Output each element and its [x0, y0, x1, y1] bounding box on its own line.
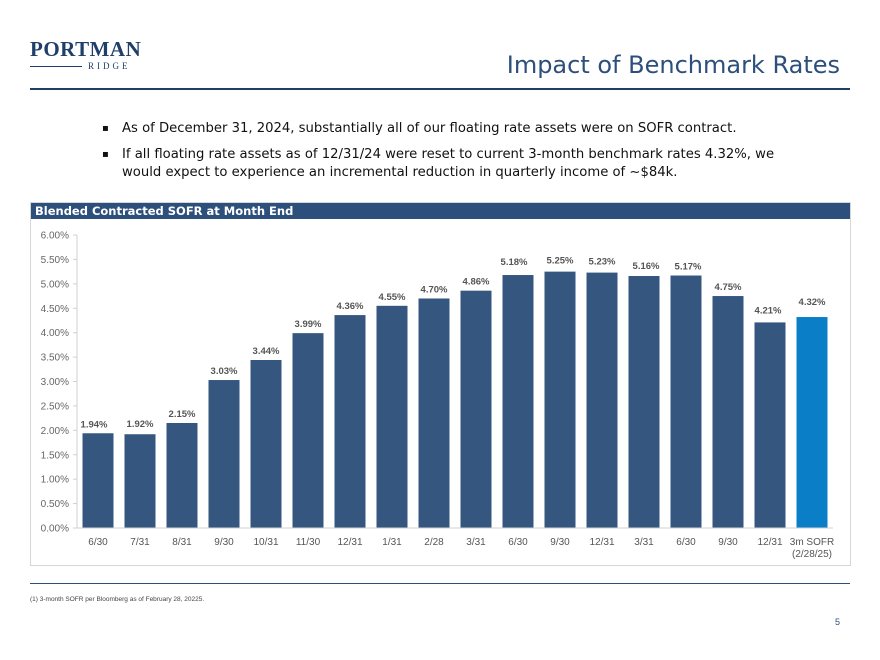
data-label: 4.21%: [755, 305, 782, 316]
chart-header: Blended Contracted SOFR at Month End: [31, 203, 850, 219]
data-label: 3.44%: [253, 346, 280, 357]
y-tick-label: 5.50%: [41, 255, 69, 266]
header-divider: [30, 88, 850, 90]
bar: [166, 423, 198, 528]
bar: [628, 276, 660, 528]
x-tick-label: 9/30: [214, 537, 234, 548]
bar: [82, 433, 114, 528]
data-label: 1.94%: [81, 419, 108, 430]
company-logo: PORTMAN RIDGE: [30, 37, 142, 71]
bar: [292, 333, 324, 528]
footnote: (1) 3-month SOFR per Bloomberg as of Feb…: [30, 596, 205, 603]
data-label: 5.17%: [675, 262, 702, 273]
bar: [460, 290, 492, 528]
x-tick-label: 8/31: [172, 537, 192, 548]
x-tick-label: 12/31: [337, 537, 362, 548]
y-tick-label: 2.00%: [41, 426, 69, 437]
logo-name: PORTMAN: [30, 37, 142, 61]
bar: [376, 305, 408, 528]
x-tick-label: 1/31: [382, 537, 402, 548]
bar-chart: 0.00% 0.50% 1.00% 1.50% 2.00% 2.50% 3.00% 3.50%…: [41, 231, 835, 561]
bar: [250, 360, 282, 528]
y-tick-label: 3.00%: [41, 377, 69, 388]
y-tick-label: 1.00%: [41, 475, 69, 486]
data-label: 3.99%: [295, 319, 322, 330]
bar: [754, 322, 786, 528]
logo-sub-text: RIDGE: [88, 61, 131, 71]
y-tick-label: 6.00%: [41, 231, 69, 242]
x-tick-label: 12/31: [757, 537, 782, 548]
logo-sub: RIDGE: [30, 61, 136, 71]
y-tick-label: 1.50%: [41, 450, 69, 461]
logo-rule: [30, 65, 82, 67]
x-tick-label: 12/31: [589, 537, 614, 548]
data-label: 4.32%: [799, 297, 826, 308]
x-tick-label: 6/30: [508, 537, 528, 548]
bar: [796, 317, 828, 528]
x-tick-label: 6/30: [88, 537, 108, 548]
data-label: 4.55%: [379, 292, 406, 303]
data-label: 4.70%: [421, 284, 448, 295]
x-tick-label: 10/31: [253, 537, 278, 548]
bar: [586, 272, 618, 528]
x-tick-label: 9/30: [718, 537, 738, 548]
bar: [544, 271, 576, 528]
bullet-text: As of December 31, 2024, substantially a…: [122, 121, 737, 136]
y-tick-label: 5.00%: [41, 279, 69, 290]
y-tick-label: 0.00%: [41, 524, 69, 535]
data-label: 4.75%: [715, 282, 742, 293]
y-tick-label: 2.50%: [41, 401, 69, 412]
data-label: 5.16%: [633, 261, 660, 272]
x-tick-label: (2/28/25): [792, 549, 832, 560]
data-label: 5.18%: [501, 257, 528, 268]
data-label: 5.25%: [547, 256, 574, 267]
y-tick-label: 4.00%: [41, 328, 69, 339]
data-label: 4.86%: [463, 277, 490, 288]
bar: [124, 434, 156, 528]
x-tick-label: 3/31: [634, 537, 654, 548]
page-title: Impact of Benchmark Rates: [506, 51, 840, 79]
bullet-text: If all floating rate assets as of 12/31/…: [122, 147, 775, 180]
y-tick-label: 3.50%: [41, 353, 69, 364]
bullet-item: ▪ As of December 31, 2024, substantially…: [100, 120, 800, 138]
bar: [502, 275, 534, 528]
y-tick-label: 0.50%: [41, 499, 69, 510]
bullet-icon: ▪: [102, 149, 109, 160]
bullet-list: ▪ As of December 31, 2024, substantially…: [100, 120, 800, 190]
data-label: 5.23%: [589, 257, 616, 268]
bar: [334, 315, 366, 528]
chart-panel: Blended Contracted SOFR at Month End 0.0…: [30, 202, 851, 566]
data-label: 1.92%: [127, 419, 154, 430]
page-number: 5: [834, 617, 840, 627]
x-tick-label: 3m SOFR: [790, 537, 834, 548]
data-label: 4.36%: [337, 301, 364, 312]
data-label: 2.15%: [169, 409, 196, 420]
data-label: 3.03%: [211, 366, 238, 377]
bar: [418, 298, 450, 528]
x-tick-label: 2/28: [424, 537, 444, 548]
x-tick-label: 6/30: [676, 537, 696, 548]
x-tick-label: 11/30: [296, 537, 321, 548]
x-tick-label: 7/31: [130, 537, 150, 548]
x-tick-label: 3/31: [466, 537, 486, 548]
bar: [712, 296, 744, 528]
y-tick-label: 4.50%: [41, 304, 69, 315]
bullet-icon: ▪: [102, 123, 109, 134]
bar: [208, 380, 240, 528]
bullet-item: ▪ If all floating rate assets as of 12/3…: [100, 146, 800, 182]
footer-divider: [30, 583, 850, 584]
x-tick-label: 9/30: [550, 537, 570, 548]
bar: [670, 275, 702, 528]
